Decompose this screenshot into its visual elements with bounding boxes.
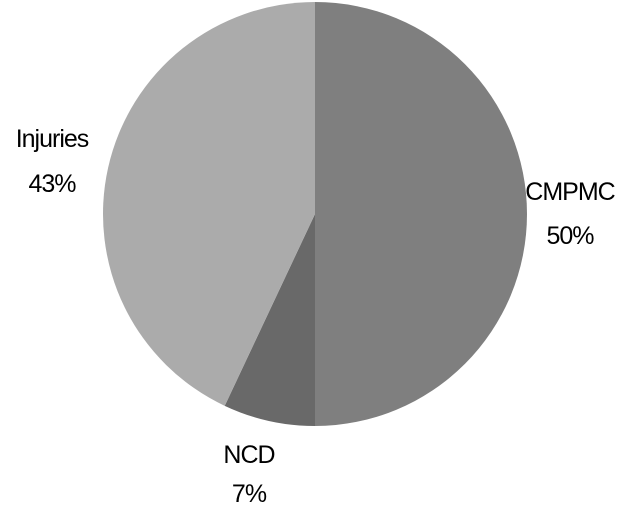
slice-percent-injuries: 43% — [28, 170, 76, 198]
slice-percent-cmpmc: 50% — [546, 222, 594, 250]
pie-slice-ncd — [224, 214, 315, 426]
pie-slices — [103, 2, 527, 426]
slice-label-ncd: NCD — [223, 441, 274, 469]
slice-percent-ncd: 7% — [232, 480, 267, 508]
slice-label-cmpmc: CMPMC — [525, 178, 615, 206]
pie-slice-injuries — [103, 2, 315, 406]
pie-slice-cmpmc — [315, 2, 527, 426]
slice-label-injuries: Injuries — [16, 125, 89, 153]
